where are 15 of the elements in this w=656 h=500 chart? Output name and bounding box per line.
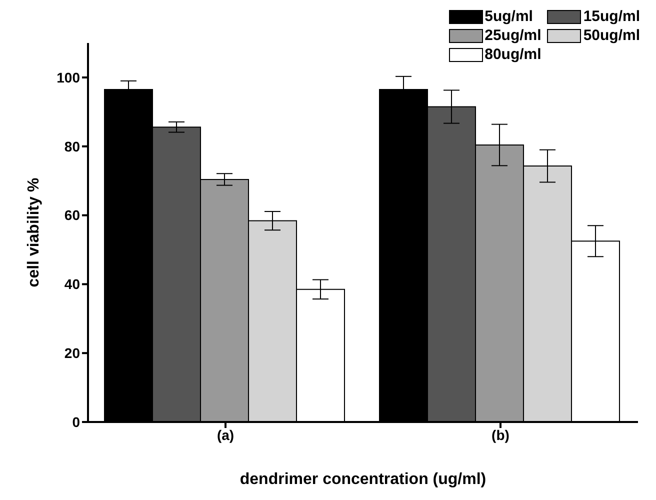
legend-label: 5ug/ml (484, 8, 533, 25)
x-tick-label: (a) (216, 426, 234, 443)
y-axis-title: cell viability % (26, 178, 43, 288)
legend-label: 80ug/ml (484, 46, 542, 63)
legend-label: 50ug/ml (583, 27, 640, 44)
y-tick-label: 0 (72, 414, 80, 430)
y-tick-label: 100 (56, 69, 80, 86)
y-tick-label: 20 (64, 345, 80, 362)
y-tick-label: 80 (64, 138, 80, 154)
y-tick-label: 60 (64, 207, 80, 224)
legend-label: 15ug/ml (583, 8, 640, 25)
x-axis-title: dendrimer concentration (ug/ml) (240, 471, 486, 488)
x-tick-label: (b) (492, 426, 510, 443)
legend-label: 25ug/ml (484, 27, 542, 44)
y-tick-label: 40 (64, 276, 80, 292)
